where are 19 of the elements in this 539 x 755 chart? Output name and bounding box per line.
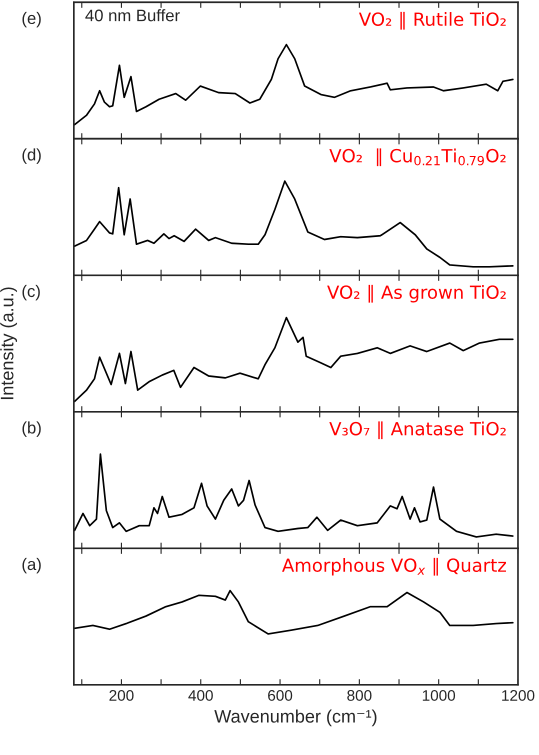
- x-tick-label: 1200: [502, 690, 534, 701]
- text: Amorphous VO$_{x}$ ∥ Quartz: [282, 558, 506, 576]
- text: (a): [22, 558, 41, 574]
- y-axis-title: Intensity (a.u.): [0, 287, 18, 400]
- x-tick-label: 800: [347, 690, 372, 701]
- x-axis-title: Wavenumber (cm⁻¹): [214, 709, 376, 726]
- text: V₃O₇ ∥ Anatase TiO₂: [329, 421, 506, 440]
- text: VO₂ ∥ Rutile TiO₂: [358, 12, 506, 30]
- x-tick-label: 200: [109, 690, 134, 701]
- text: VO₂ ∥ Cu$_{0.21}$Ti$_{0.79}$O₂: [329, 148, 506, 166]
- x-tick-label: 400: [188, 690, 213, 701]
- x-tick-label: 1000: [422, 690, 456, 701]
- x-tick-label: 600: [268, 690, 292, 701]
- text: (e): [22, 12, 41, 28]
- text: VO₂ ∥ As grown TiO₂: [327, 284, 506, 303]
- text: 40 nm Buffer: [85, 9, 180, 22]
- text: (d): [22, 148, 41, 164]
- text: (b): [22, 421, 41, 437]
- text: (c): [22, 284, 40, 300]
